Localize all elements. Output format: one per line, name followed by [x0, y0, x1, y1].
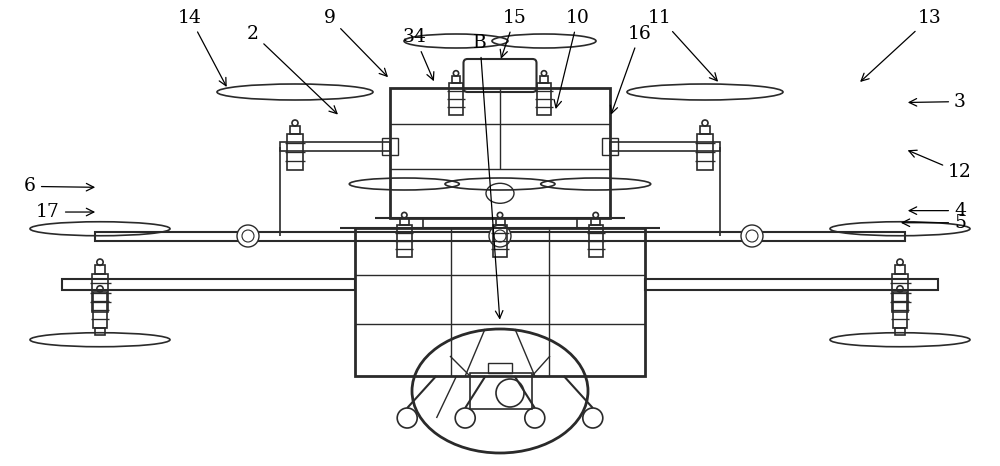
Bar [290, 126, 300, 134]
Text: 4: 4 [909, 202, 966, 219]
Circle shape [397, 408, 417, 428]
Bar [610, 142, 720, 151]
Text: 3: 3 [909, 93, 966, 110]
Bar [602, 138, 618, 155]
Bar [470, 373, 532, 409]
Bar [95, 328, 105, 335]
Bar [95, 232, 905, 240]
Text: B: B [473, 34, 503, 318]
Bar [95, 265, 105, 274]
Circle shape [489, 225, 511, 247]
Bar [92, 274, 108, 312]
Bar [697, 134, 713, 170]
Text: 14: 14 [178, 9, 226, 86]
Circle shape [583, 408, 603, 428]
Bar [895, 265, 905, 274]
Bar [700, 126, 710, 134]
Bar [893, 292, 907, 328]
Bar [496, 218, 505, 225]
Bar [449, 83, 463, 115]
Bar [488, 363, 512, 373]
Bar [397, 225, 412, 257]
Text: 13: 13 [861, 9, 942, 81]
Bar [895, 328, 905, 335]
Text: 6: 6 [24, 178, 94, 195]
Bar [62, 279, 355, 290]
Text: 34: 34 [403, 28, 434, 80]
Text: 12: 12 [909, 150, 972, 181]
Text: 5: 5 [902, 214, 966, 232]
Bar [280, 142, 390, 151]
Text: 17: 17 [36, 203, 94, 221]
Bar [645, 279, 938, 290]
Bar [588, 225, 603, 257]
Bar [892, 274, 908, 312]
Text: 16: 16 [610, 25, 652, 114]
Circle shape [237, 225, 259, 247]
Text: 10: 10 [554, 9, 590, 108]
Bar [355, 228, 645, 376]
Text: 9: 9 [324, 9, 387, 76]
Text: 11: 11 [648, 9, 717, 81]
Bar [591, 218, 600, 225]
Bar [390, 88, 610, 218]
Circle shape [455, 408, 475, 428]
Text: 15: 15 [500, 9, 527, 58]
Bar [382, 138, 398, 155]
Bar [93, 292, 107, 328]
Circle shape [525, 408, 545, 428]
Bar [452, 76, 460, 83]
Bar [287, 134, 303, 170]
Text: 2: 2 [247, 25, 337, 114]
Bar [493, 225, 507, 257]
Bar [537, 83, 551, 115]
Circle shape [741, 225, 763, 247]
Bar [540, 76, 548, 83]
Bar [400, 218, 409, 225]
